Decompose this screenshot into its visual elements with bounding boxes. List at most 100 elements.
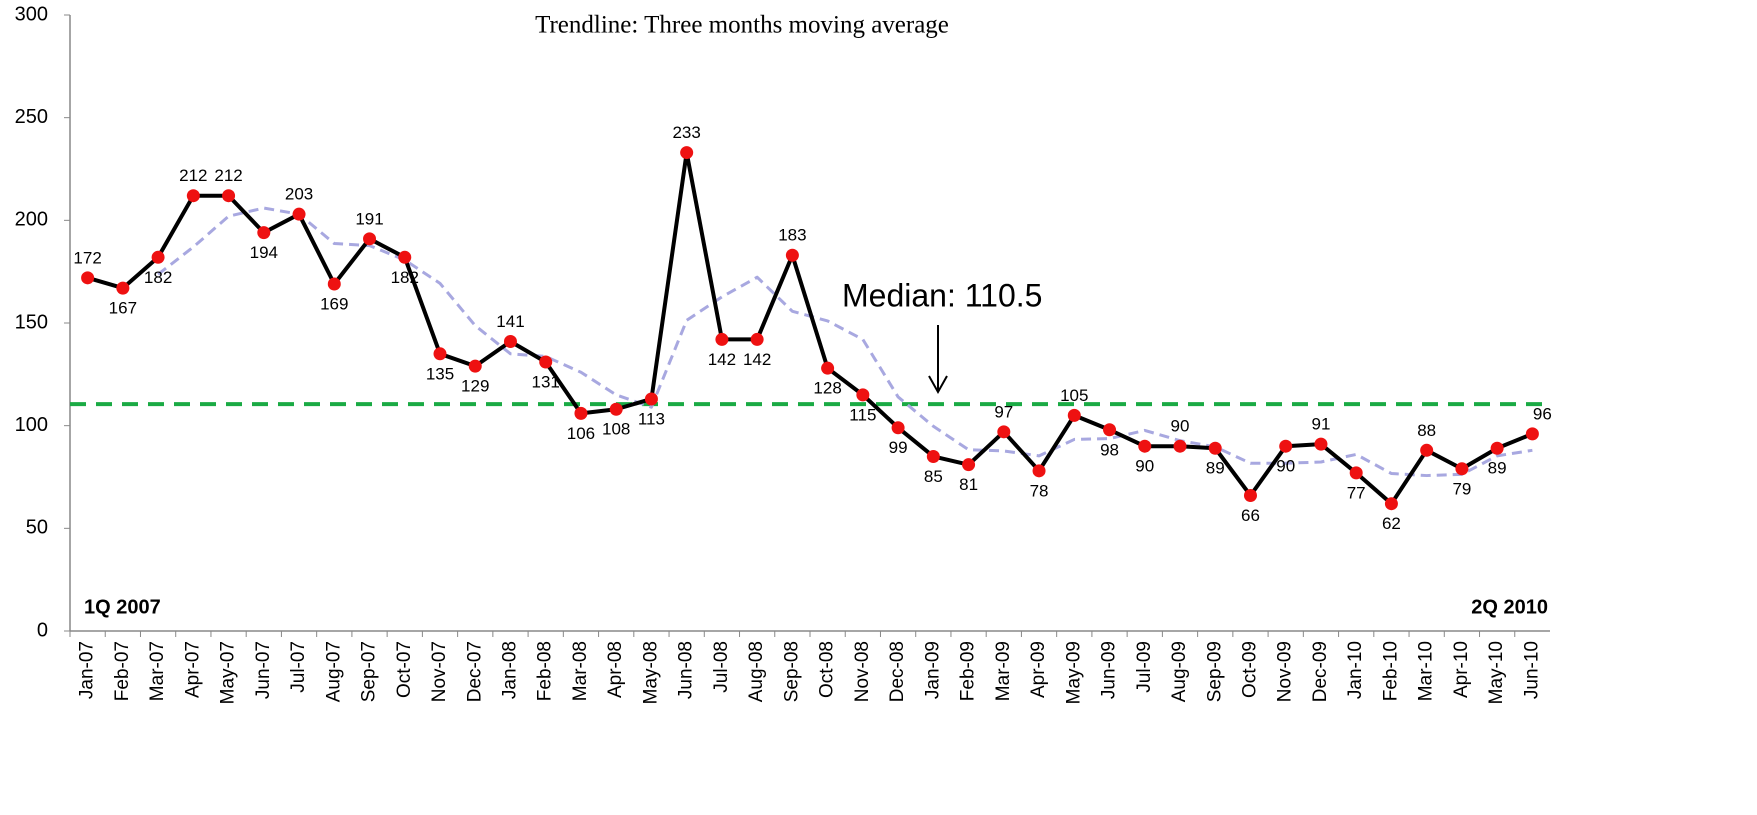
x-tick-label: Mar-08 (570, 641, 591, 701)
x-tick-label: May-07 (218, 641, 239, 704)
data-point (292, 207, 306, 221)
data-point (1138, 439, 1152, 453)
data-point (680, 146, 694, 160)
data-point (1208, 441, 1222, 455)
trend-line (157, 206, 1533, 478)
data-label: 142 (743, 350, 771, 369)
data-label: 169 (320, 294, 348, 313)
data-label: 99 (889, 438, 908, 457)
data-point (1525, 427, 1539, 441)
data-point (539, 355, 553, 369)
data-label: 88 (1417, 421, 1436, 440)
x-tick-label: Jan-07 (77, 641, 98, 699)
data-label: 135 (426, 364, 454, 383)
x-tick-label: Mar-10 (1416, 641, 1437, 701)
data-label: 91 (1311, 415, 1330, 434)
data-point (1173, 439, 1187, 453)
data-point (1314, 437, 1328, 451)
x-tick-label: Jan-10 (1345, 641, 1366, 699)
x-tick-label: May-10 (1486, 641, 1507, 704)
data-label: 78 (1030, 481, 1049, 500)
data-line (87, 150, 1534, 506)
data-point (1455, 462, 1469, 476)
x-tick-label: Dec-09 (1310, 641, 1331, 702)
data-point (574, 406, 588, 420)
y-tick-label: 0 (37, 619, 48, 641)
data-label: 128 (813, 379, 841, 398)
x-tick-label: Feb-08 (535, 641, 556, 701)
median-arrow-head (928, 375, 948, 395)
data-point (644, 392, 658, 406)
data-point (433, 347, 447, 361)
data-label: 115 (849, 405, 876, 424)
data-point (327, 277, 341, 291)
x-tick-label: Nov-08 (852, 641, 873, 702)
y-tick-label: 150 (15, 311, 48, 333)
data-label: 90 (1171, 417, 1190, 436)
x-tick-label: Jan-09 (922, 641, 943, 699)
data-label: 90 (1135, 457, 1154, 476)
x-tick-label: Aug-07 (323, 641, 344, 702)
x-tick-label: Sep-09 (1204, 641, 1225, 702)
x-tick-label: Jun-08 (676, 641, 697, 699)
data-point (1032, 464, 1046, 478)
x-tick-label: Apr-09 (1028, 641, 1049, 698)
x-tick-label: Dec-07 (464, 641, 485, 702)
data-point (821, 361, 835, 375)
data-point (962, 458, 976, 472)
data-point (997, 425, 1011, 439)
data-label: 212 (179, 166, 207, 185)
data-label: 203 (285, 185, 313, 204)
data-label: 97 (994, 402, 1013, 421)
x-tick-label: Nov-07 (429, 641, 450, 702)
x-tick-label: Oct-09 (1239, 641, 1260, 698)
x-tick-label: Jun-09 (1099, 641, 1120, 699)
x-tick-label: Jun-10 (1521, 641, 1542, 699)
data-point (503, 334, 517, 348)
data-label: 79 (1452, 479, 1471, 498)
data-point (1384, 497, 1398, 511)
data-label: 131 (532, 372, 560, 391)
data-point (1243, 488, 1257, 502)
data-point (151, 250, 165, 264)
data-label: 96 (1533, 404, 1552, 423)
data-label: 142 (708, 350, 736, 369)
x-tick-label: Sep-07 (359, 641, 380, 702)
data-label: 194 (250, 243, 278, 262)
data-label: 90 (1276, 457, 1295, 476)
data-point (891, 421, 905, 435)
x-tick-label: Apr-07 (182, 641, 203, 698)
data-label: 66 (1241, 506, 1260, 525)
data-point (363, 232, 377, 246)
data-label: 141 (496, 312, 524, 331)
x-tick-label: Apr-10 (1451, 641, 1472, 698)
median-label: Median: 110.5 (842, 277, 1042, 313)
data-point (222, 189, 236, 203)
x-tick-label: Jun-07 (253, 641, 274, 699)
data-point (257, 226, 271, 240)
data-label: 113 (638, 409, 665, 428)
end-annotation: 2Q 2010 (1471, 596, 1548, 618)
data-point (186, 189, 200, 203)
data-label: 191 (355, 209, 383, 228)
y-tick-label: 50 (26, 517, 48, 539)
data-point (116, 281, 130, 295)
data-label: 81 (959, 475, 978, 494)
x-tick-label: Feb-10 (1380, 641, 1401, 701)
x-tick-label: Jul-07 (288, 641, 309, 693)
x-tick-label: Apr-08 (605, 641, 626, 698)
x-tick-label: Oct-07 (394, 641, 415, 698)
x-tick-label: Nov-09 (1275, 641, 1296, 702)
data-point (856, 388, 870, 402)
x-tick-label: Aug-08 (746, 641, 767, 702)
data-label: 182 (391, 268, 419, 287)
data-label: 89 (1206, 459, 1225, 478)
data-label: 85 (924, 467, 943, 486)
data-point (609, 402, 623, 416)
data-label: 233 (672, 123, 700, 142)
x-tick-label: Oct-08 (817, 641, 838, 698)
data-label: 108 (602, 420, 630, 439)
data-label: 182 (144, 268, 172, 287)
data-point (398, 250, 412, 264)
data-label: 129 (461, 377, 489, 396)
